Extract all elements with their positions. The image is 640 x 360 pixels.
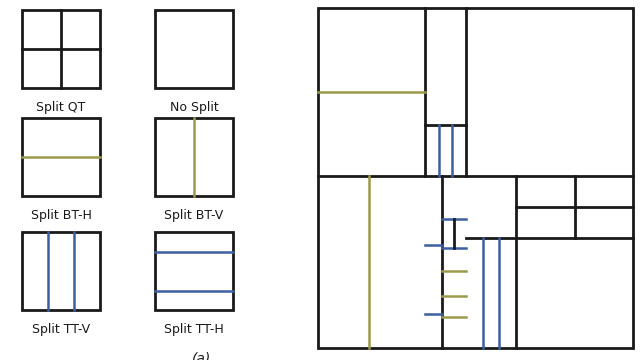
Bar [318,8,633,348]
Text: Split TT-H: Split TT-H [164,323,224,336]
Bar [22,118,100,196]
Text: No Split: No Split [170,101,218,114]
Text: Split TT-V: Split TT-V [32,323,90,336]
Bar [155,232,233,310]
Bar [22,232,100,310]
Text: Split BT-V: Split BT-V [164,209,223,222]
Bar [155,10,233,88]
Text: Split BT-H: Split BT-H [31,209,92,222]
Text: Split QT: Split QT [36,101,86,114]
Bar [155,118,233,196]
Bar [22,10,100,88]
Text: (a): (a) [192,352,211,360]
